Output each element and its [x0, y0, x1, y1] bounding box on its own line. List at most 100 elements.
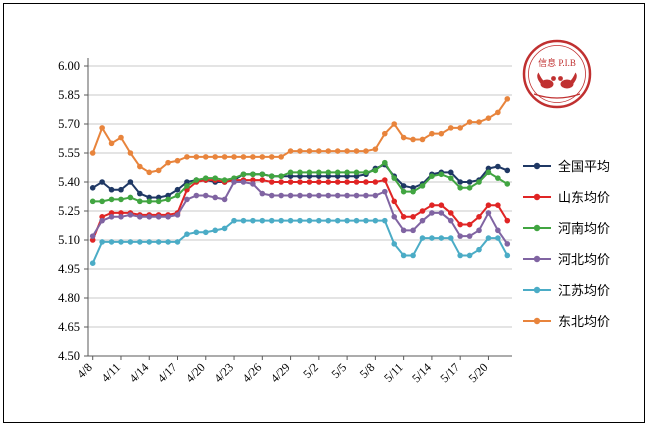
series-marker-6: [202, 154, 209, 160]
series-marker-6: [363, 148, 369, 154]
series-marker-3: [325, 169, 332, 176]
series-marker-6: [400, 134, 407, 141]
series-marker-4: [316, 192, 322, 199]
series-marker-5: [268, 217, 275, 224]
x-tick-label: 5/5: [328, 360, 349, 381]
series-marker-2: [457, 221, 463, 228]
series-marker-6: [212, 154, 218, 160]
series-marker-5: [485, 235, 492, 241]
series-marker-4: [391, 214, 398, 220]
series-marker-6: [372, 146, 379, 152]
series-marker-2: [495, 202, 501, 208]
series-marker-6: [334, 148, 341, 154]
series-marker-6: [127, 150, 134, 156]
series-marker-1: [174, 186, 181, 193]
series-marker-3: [118, 196, 124, 203]
series-marker-3: [268, 173, 275, 179]
series-marker-6: [325, 148, 332, 154]
series-marker-6: [429, 130, 435, 137]
series-marker-5: [99, 239, 105, 245]
legend-marker-icon: [523, 224, 551, 231]
series-marker-4: [127, 212, 134, 218]
series-marker-2: [268, 179, 275, 185]
series-marker-1: [466, 179, 473, 185]
rooster-icons: [537, 72, 577, 89]
series-marker-2: [410, 214, 416, 220]
series-marker-2: [297, 179, 303, 185]
series-marker-2: [99, 214, 105, 220]
series-marker-3: [297, 169, 303, 176]
series-marker-3: [447, 175, 454, 181]
series-marker-2: [419, 208, 426, 214]
y-tick-label: 5.40: [58, 175, 80, 189]
series-marker-4: [504, 241, 511, 247]
series-marker-3: [287, 169, 294, 176]
series-marker-3: [165, 196, 171, 203]
x-tick-label: 4/20: [183, 360, 208, 385]
legend-label: 全国平均: [558, 159, 611, 174]
series-marker-4: [165, 214, 171, 220]
series-marker-3: [466, 185, 473, 191]
series-marker-3: [372, 167, 379, 174]
series-marker-5: [165, 239, 171, 245]
series-marker-6: [466, 119, 473, 125]
legend-marker-icon: [523, 193, 551, 200]
series-marker-3: [137, 198, 143, 205]
series-marker-6: [118, 134, 124, 141]
legend-marker-icon: [523, 286, 551, 293]
x-tick-label: 5/17: [437, 360, 462, 385]
series-marker-3: [240, 171, 247, 178]
series-marker-1: [297, 173, 303, 179]
series-marker-1: [137, 190, 143, 197]
series-marker-4: [287, 192, 294, 199]
series-marker-1: [127, 179, 134, 185]
legend-item-6: 东北均价: [522, 305, 610, 336]
series-marker-4: [193, 192, 200, 199]
series-marker-5: [250, 217, 256, 224]
series-marker-5: [306, 217, 313, 224]
series-marker-4: [325, 192, 332, 199]
series-marker-6: [438, 130, 445, 137]
series-marker-5: [457, 252, 463, 259]
x-tick-label: 4/26: [239, 360, 264, 385]
series-marker-1: [316, 173, 322, 179]
series-marker-1: [155, 194, 162, 201]
series-marker-1: [410, 185, 416, 191]
series-marker-4: [231, 179, 237, 185]
series-marker-2: [334, 179, 341, 185]
series-marker-2: [259, 177, 266, 183]
series-marker-3: [410, 188, 416, 195]
series-marker-2: [363, 179, 369, 185]
series-marker-5: [476, 246, 482, 253]
series-marker-3: [221, 177, 228, 183]
x-tick-label: 4/29: [268, 360, 293, 385]
y-tick-label: 4.50: [58, 349, 80, 363]
series-marker-6: [495, 109, 501, 116]
series-marker-3: [174, 192, 181, 199]
series-marker-5: [89, 260, 96, 267]
series-line-5: [91, 219, 509, 265]
series-marker-6: [457, 125, 463, 131]
series-marker-6: [476, 119, 482, 125]
y-tick-label: 4.80: [58, 291, 80, 305]
series-marker-6: [89, 150, 96, 156]
series-marker-5: [155, 239, 162, 245]
series-marker-3: [476, 179, 482, 185]
series-marker-3: [155, 198, 162, 205]
series-marker-4: [419, 217, 426, 224]
series-marker-3: [193, 177, 200, 183]
series-marker-6: [391, 121, 398, 127]
legend-marker-icon: [523, 317, 551, 324]
series-marker-5: [287, 217, 294, 224]
series-marker-5: [495, 235, 501, 241]
series-marker-5: [419, 235, 426, 241]
series-marker-5: [184, 231, 190, 237]
series-line-2: [91, 179, 509, 241]
series-marker-6: [240, 154, 247, 160]
series-marker-4: [250, 181, 256, 187]
series-marker-2: [372, 179, 379, 185]
series-marker-5: [231, 217, 237, 224]
series-marker-3: [146, 198, 153, 205]
